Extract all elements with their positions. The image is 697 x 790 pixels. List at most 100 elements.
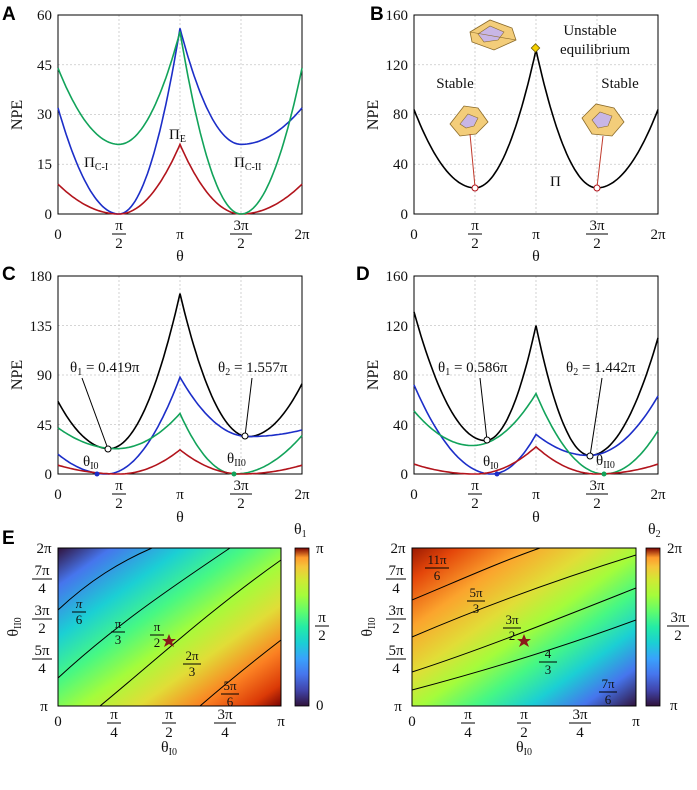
tick-label: 2 [237, 496, 245, 512]
origami-unstable-illustration [469, 19, 517, 51]
tick-label: π [520, 707, 528, 723]
y-axis-label: NPE [9, 360, 26, 390]
tick-label: 0 [54, 227, 62, 243]
tick-label: 4 [392, 661, 400, 677]
contours-theta2 [411, 547, 637, 691]
panel-label-c: C [2, 264, 16, 285]
tick-label: π [394, 699, 402, 715]
tick-label: 180 [30, 269, 53, 285]
tick-label: 7π [34, 563, 50, 579]
tick-label: 4 [38, 661, 46, 677]
series-line-d-2 [413, 391, 659, 475]
panel-c-x-ticks: 0 π 2 π 3π 2 2π [54, 478, 310, 512]
tick-label: 2π [650, 487, 666, 503]
tick-label: 80 [393, 107, 408, 123]
tick-label: 30 [37, 107, 52, 123]
panel-a-curves [57, 28, 303, 215]
panel-a-axes-box [57, 14, 303, 215]
panel-b-y-ticks: 0 40 80 120 160 [386, 8, 409, 223]
tick-label: 3π [589, 478, 605, 494]
label-theta-ii0: θII0 [227, 451, 246, 469]
tick-label: 0 [45, 467, 53, 483]
panel-d-grid [414, 276, 658, 474]
tick-label: 3π [589, 218, 605, 234]
contour-labels-right: 11π 6 5π 3 3π 2 4 3 7π 6 [425, 552, 617, 707]
panel-b-x-ticks: 0 π 2 π 3π 2 2π [410, 218, 666, 252]
tick-label: 4 [221, 725, 229, 741]
colorbar-theta2 [645, 547, 661, 707]
tick-label: 0 [45, 207, 53, 223]
origami-stable-left-illustration [449, 105, 489, 137]
theta2-marker [586, 452, 594, 460]
y-axis-label: NPE [9, 100, 26, 130]
tick-label: 0 [410, 227, 418, 243]
tick-label: 2 [471, 496, 479, 512]
x-axis-label: θ [176, 248, 184, 265]
label-pi-e: ΠE [169, 127, 186, 145]
tick-label: 4 [464, 725, 472, 741]
tick-label: 60 [37, 8, 52, 24]
theta-ii0-marker [231, 471, 237, 477]
tick-label: 2 [392, 621, 400, 637]
origami-stable-right-illustration [581, 103, 625, 137]
label-theta-i0: θI0 [483, 454, 499, 472]
panel-d-y-ticks: 0 40 80 120 160 [386, 269, 409, 483]
panel-a-grid [58, 15, 302, 214]
x-axis-label: θI0 [516, 739, 532, 758]
tick-label: 0 [401, 467, 409, 483]
tick-label: π [40, 699, 48, 715]
tick-label: 3π [388, 603, 404, 619]
tick-label: 5π [34, 643, 50, 659]
tick-label: 45 [37, 58, 52, 74]
series-line-a-0 [57, 28, 303, 215]
tick-label: 160 [386, 269, 409, 285]
theta-ii0-marker [601, 471, 607, 477]
series-line-d-1 [413, 384, 659, 475]
label-stable-left: Stable [436, 76, 474, 92]
tick-label: π [176, 227, 184, 243]
tick-label: 3π [217, 707, 233, 723]
tick-label: 4 [38, 581, 46, 597]
y-axis-label: θII0 [359, 617, 378, 636]
contour-label: π [154, 619, 161, 634]
tick-label: 120 [386, 319, 409, 335]
tick-label: 120 [386, 58, 409, 74]
tick-label: 2 [593, 496, 601, 512]
label-theta2: θ2 = 1.442π [566, 360, 636, 378]
unstable-marker [530, 43, 541, 53]
tick-label: 0 [401, 207, 409, 223]
pointer-line [81, 377, 109, 450]
pointer-line [479, 377, 488, 441]
contour-label: 6 [605, 692, 612, 707]
tick-label: 40 [393, 157, 408, 173]
heatmap-right-y-ticks: 2π 7π 4 3π 2 5π 4 π [386, 541, 406, 715]
tick-label: 4 [392, 581, 400, 597]
contour-label: 5π [469, 585, 483, 600]
panel-c-y-ticks: 0 45 90 135 180 [30, 269, 53, 483]
contour-label: 3 [473, 601, 480, 616]
pointer-line [596, 135, 604, 188]
y-axis-label: NPE [365, 360, 382, 390]
theta1-marker [104, 445, 112, 453]
tick-label: 2 [471, 236, 479, 252]
label-theta-ii0: θII0 [596, 453, 615, 471]
series-line-a-1 [57, 142, 303, 215]
contour-label: π [115, 616, 122, 631]
tick-label: 90 [37, 368, 52, 384]
colorbar-label-theta1: θ1 [294, 521, 307, 540]
label-equilibrium: equilibrium [560, 42, 630, 58]
tick-label: 2π [294, 227, 310, 243]
tick-label: π [471, 218, 479, 234]
pointer-line [469, 133, 476, 188]
panel-label-a: A [2, 4, 16, 25]
tick-label: 2 [115, 496, 123, 512]
heatmap-theta1 [58, 548, 281, 706]
tick-label: 15 [37, 157, 52, 173]
panel-d-axes-box [413, 275, 659, 475]
panel-c-axes-box [57, 275, 303, 475]
tick-label: π [165, 707, 173, 723]
panel-label-d: D [356, 264, 370, 285]
panel-a-y-ticks: 0 15 30 45 60 [37, 8, 52, 223]
tick-label: 0 [54, 714, 62, 730]
tick-label: 80 [393, 368, 408, 384]
